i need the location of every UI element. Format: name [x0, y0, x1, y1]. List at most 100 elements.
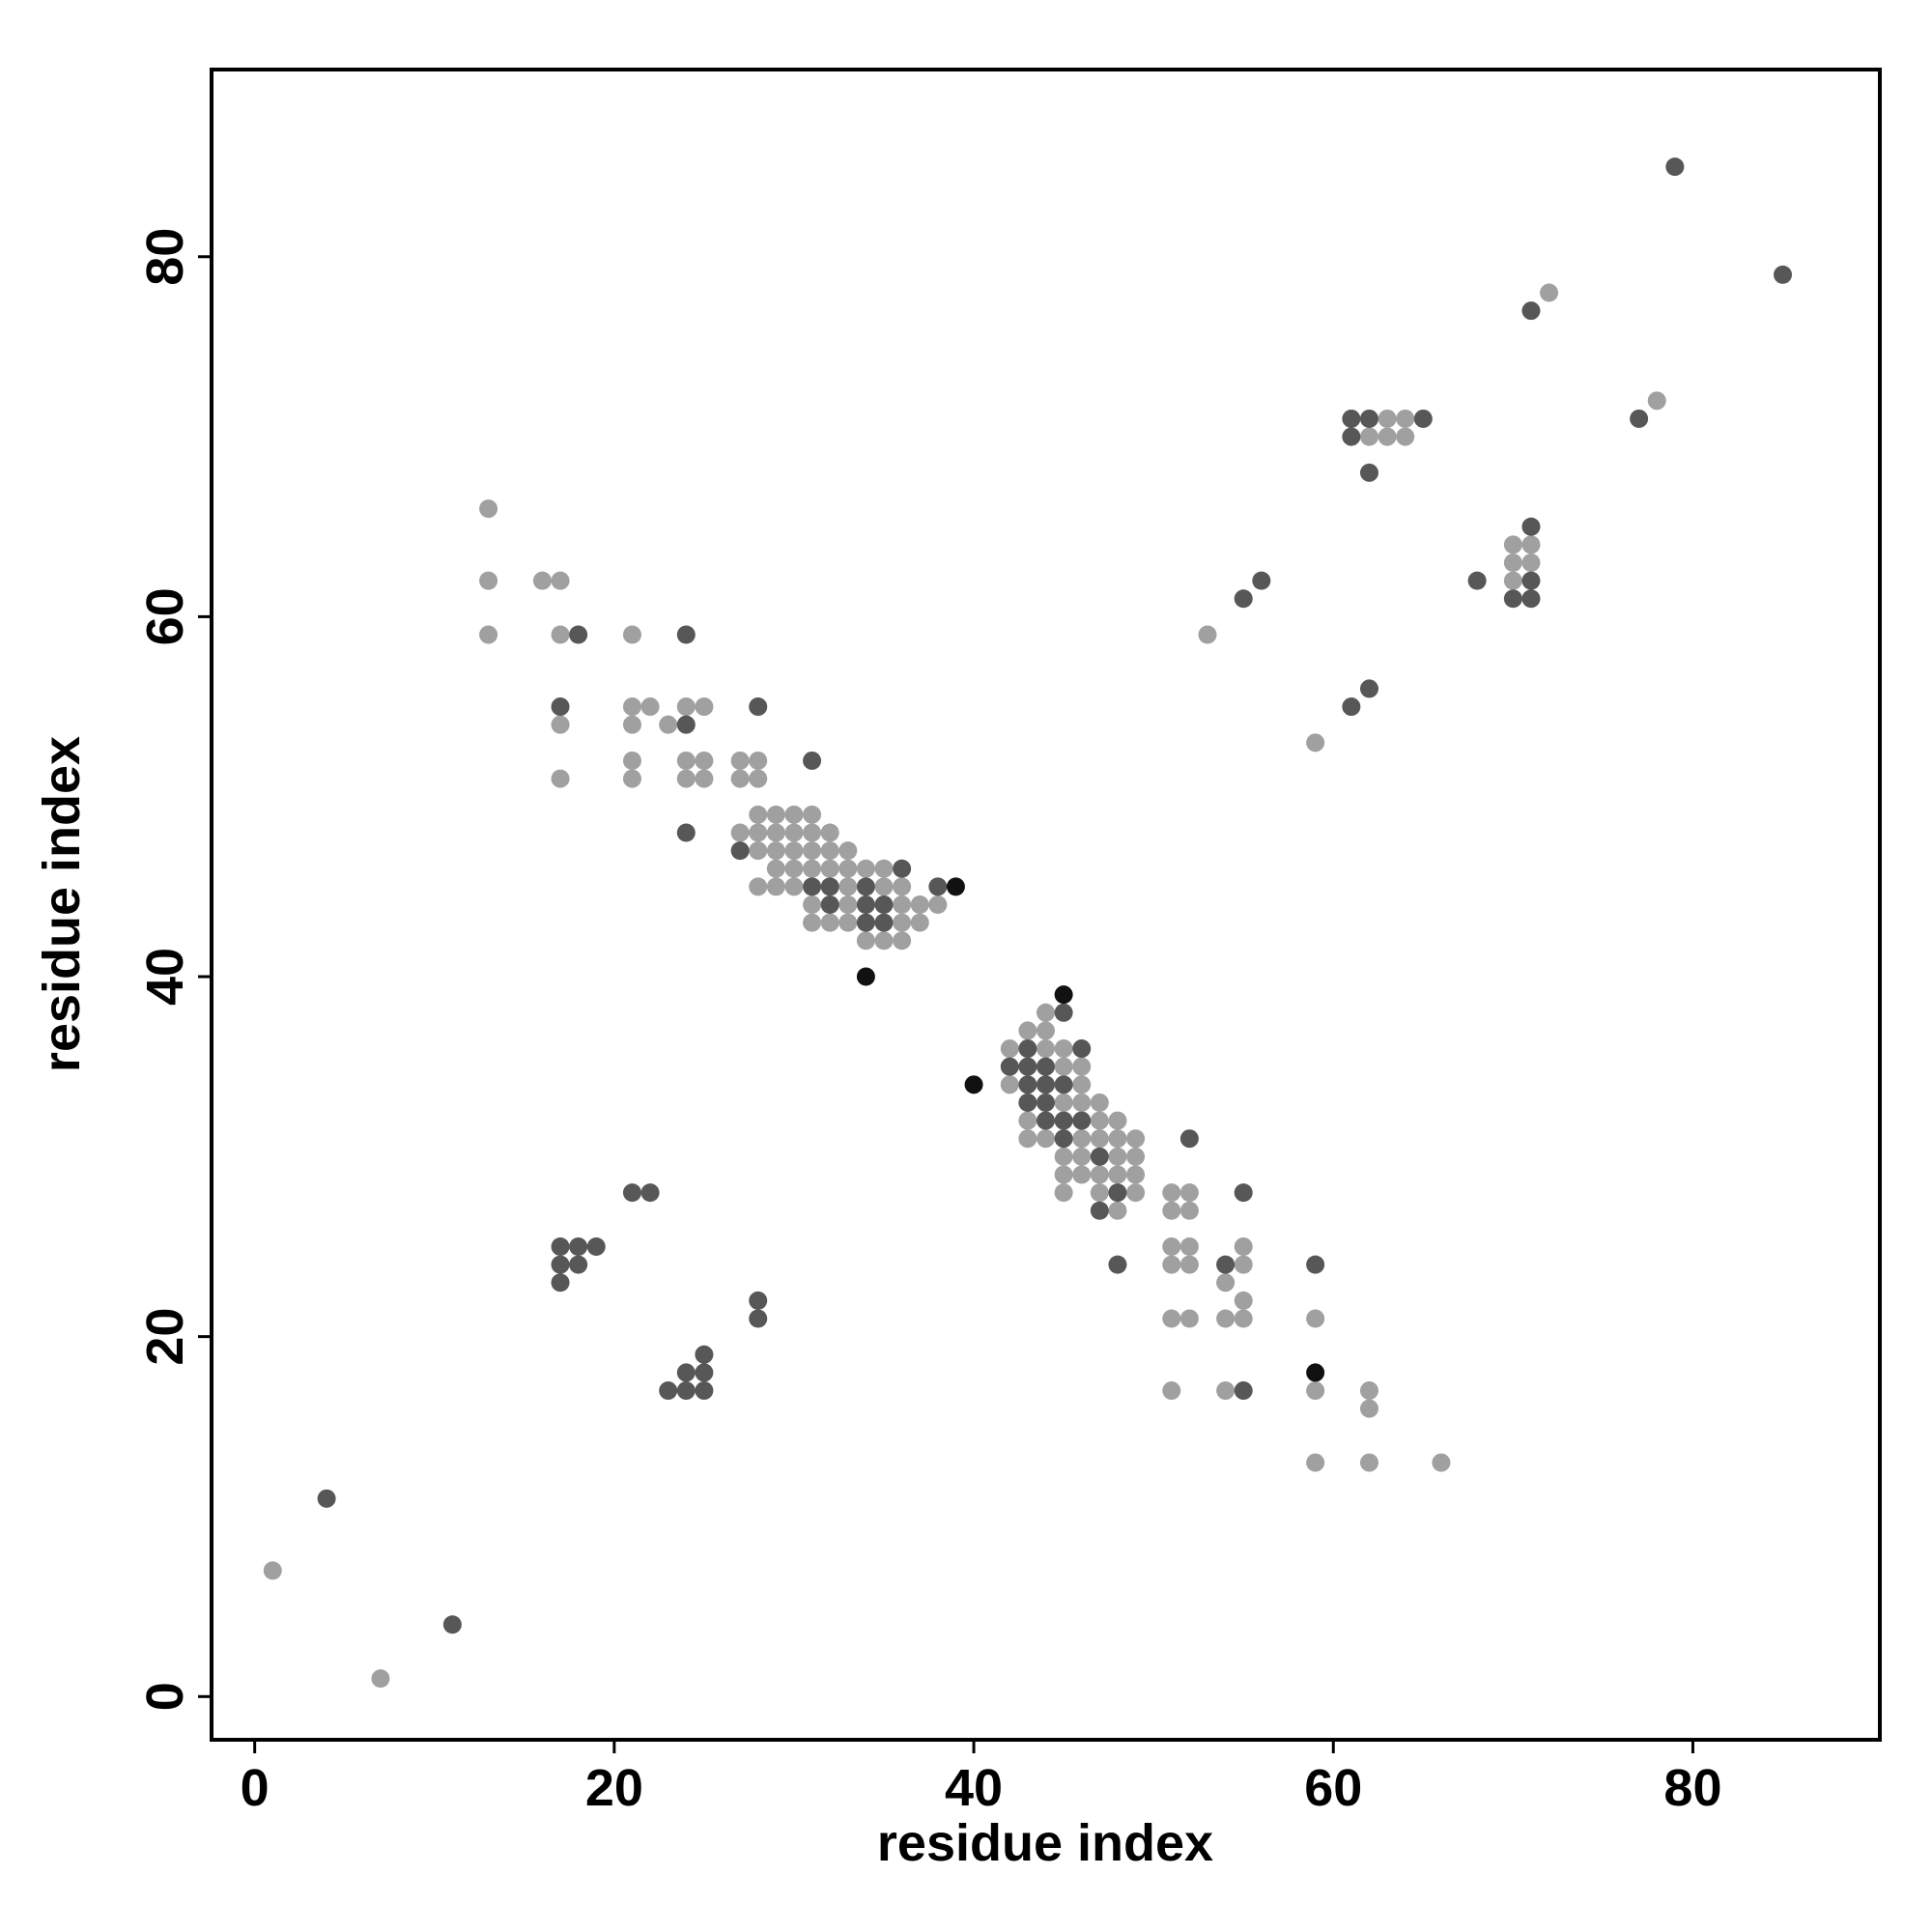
- point: [1054, 1057, 1073, 1076]
- point: [910, 895, 929, 914]
- point: [1037, 1021, 1055, 1040]
- point: [1234, 1183, 1253, 1203]
- point: [1359, 1453, 1378, 1472]
- point: [479, 571, 498, 590]
- point: [1162, 1381, 1181, 1401]
- point: [1179, 1255, 1199, 1274]
- point: [1216, 1255, 1236, 1274]
- y-tick-label: 0: [136, 1682, 194, 1711]
- point: [1037, 1039, 1055, 1059]
- point: [874, 913, 894, 932]
- point: [1108, 1201, 1127, 1220]
- point: [1162, 1201, 1181, 1220]
- y-axis-title: residue index: [33, 736, 91, 1072]
- point: [371, 1669, 390, 1689]
- point: [1090, 1129, 1109, 1149]
- point: [749, 877, 768, 896]
- point: [695, 751, 714, 770]
- point: [1306, 1255, 1325, 1274]
- point: [1503, 535, 1522, 554]
- point: [1306, 1453, 1325, 1472]
- point: [803, 895, 822, 914]
- point: [730, 751, 750, 770]
- point: [820, 913, 839, 932]
- point: [622, 769, 641, 788]
- point: [730, 823, 750, 842]
- point: [766, 877, 785, 896]
- point: [551, 769, 570, 788]
- point: [1054, 1165, 1073, 1184]
- point: [442, 1615, 462, 1634]
- point: [856, 931, 875, 951]
- point: [1306, 1363, 1325, 1382]
- point: [1396, 427, 1415, 446]
- point: [676, 823, 696, 842]
- point: [695, 769, 714, 788]
- point: [749, 1309, 768, 1328]
- point: [1234, 1309, 1253, 1328]
- point: [479, 499, 498, 519]
- point: [1234, 1291, 1253, 1310]
- point: [1306, 733, 1325, 753]
- point: [803, 841, 822, 861]
- point: [803, 805, 822, 824]
- point: [893, 913, 912, 932]
- x-tick-label: 20: [585, 1759, 643, 1817]
- point: [766, 859, 785, 878]
- point: [532, 571, 552, 590]
- point: [1503, 571, 1522, 590]
- point: [766, 823, 785, 842]
- point: [676, 751, 696, 770]
- point: [1216, 1309, 1236, 1328]
- point: [1521, 535, 1541, 554]
- point: [1342, 427, 1361, 446]
- point: [1126, 1183, 1146, 1203]
- point: [1108, 1165, 1127, 1184]
- point: [1018, 1075, 1037, 1094]
- point: [1126, 1165, 1146, 1184]
- y-tick-label: 20: [136, 1308, 194, 1366]
- point: [1037, 1111, 1055, 1130]
- point: [1054, 1111, 1073, 1130]
- point: [1162, 1236, 1181, 1256]
- point: [551, 1255, 570, 1274]
- x-axis-title: residue index: [877, 1814, 1213, 1872]
- point: [1234, 1381, 1253, 1401]
- point: [893, 895, 912, 914]
- y-tick-label: 60: [136, 587, 194, 645]
- point: [910, 913, 929, 932]
- point: [1054, 1075, 1073, 1094]
- point: [838, 895, 858, 914]
- point: [784, 805, 804, 824]
- point: [695, 1363, 714, 1382]
- point: [1359, 427, 1378, 446]
- point: [820, 823, 839, 842]
- point: [1126, 1129, 1146, 1149]
- point: [1162, 1255, 1181, 1274]
- point: [676, 1363, 696, 1382]
- point: [856, 967, 875, 986]
- point: [893, 931, 912, 951]
- point: [1018, 1039, 1037, 1059]
- point: [784, 823, 804, 842]
- point: [1359, 463, 1378, 482]
- point: [676, 697, 696, 717]
- point: [569, 625, 588, 644]
- point: [1018, 1111, 1037, 1130]
- point: [893, 877, 912, 896]
- point: [856, 859, 875, 878]
- point: [1432, 1453, 1451, 1472]
- point: [1037, 1003, 1055, 1022]
- point: [874, 859, 894, 878]
- point: [820, 841, 839, 861]
- point: [1072, 1147, 1092, 1166]
- point: [1378, 409, 1397, 428]
- point: [893, 859, 912, 878]
- point: [1234, 1236, 1253, 1256]
- point: [1179, 1236, 1199, 1256]
- point: [695, 1381, 714, 1401]
- point: [749, 841, 768, 861]
- point: [1054, 1003, 1073, 1022]
- point: [1359, 409, 1378, 428]
- point: [1108, 1111, 1127, 1130]
